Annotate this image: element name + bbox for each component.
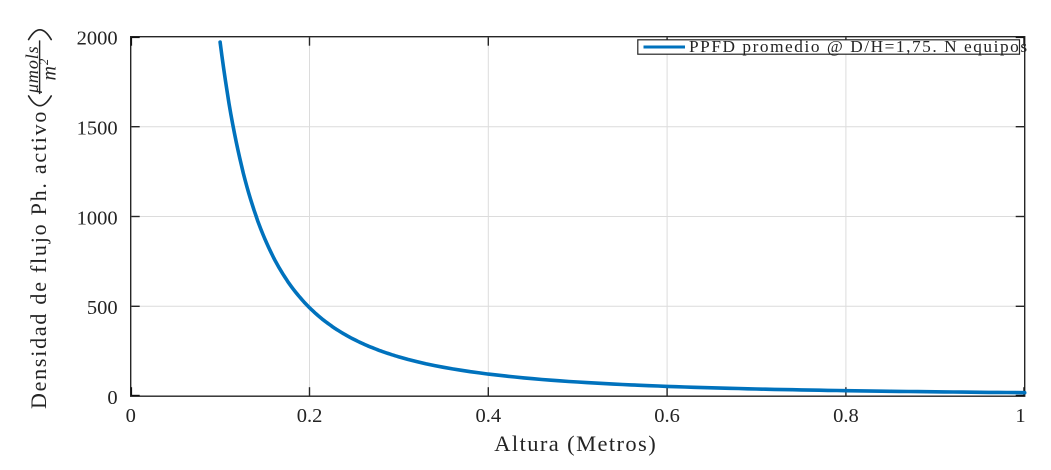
svg-text:1500: 1500 [77,118,118,140]
svg-text:Densidad de flujo Ph. activo: Densidad de flujo Ph. activo [26,110,51,409]
svg-text:1000: 1000 [77,207,118,229]
svg-text:μmols: μmols [22,45,42,94]
svg-text:2000: 2000 [77,28,118,50]
svg-text:0.6: 0.6 [654,405,680,427]
svg-text:m2: m2 [37,58,60,81]
svg-text:PPFD promedio @ D/H=1,75. N eq: PPFD promedio @ D/H=1,75. N equipos [689,37,1029,56]
svg-text:0.2: 0.2 [297,405,323,427]
svg-text:0: 0 [126,405,136,427]
svg-text:0.4: 0.4 [475,405,501,427]
svg-text:500: 500 [87,297,118,319]
svg-text:0: 0 [107,387,117,409]
svg-text:Altura (Metros): Altura (Metros) [494,431,657,456]
svg-text:1: 1 [1015,405,1025,427]
svg-text:0.8: 0.8 [833,405,859,427]
